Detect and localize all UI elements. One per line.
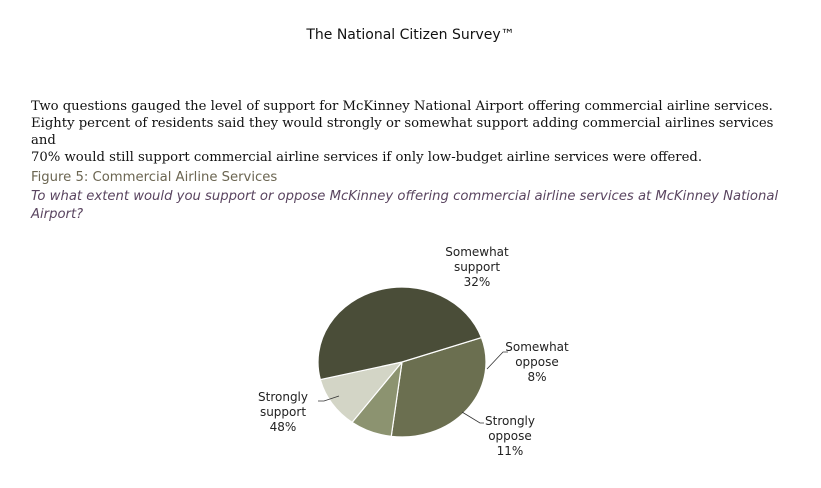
slice-category-label: support — [260, 405, 306, 419]
leader-line — [486, 351, 508, 370]
intro-line: 70% would still support commercial airli… — [31, 150, 703, 165]
slice-category-label: Strongly — [485, 414, 535, 428]
slice-category-label: oppose — [488, 429, 532, 443]
page-header-title: The National Citizen Survey™ — [306, 27, 515, 43]
figure-question: To what extent would you support or oppo… — [31, 188, 801, 224]
slice-percent-label: 11% — [497, 444, 524, 458]
figure-question-line: To what extent would you support or oppo… — [31, 189, 779, 204]
leader-line — [461, 411, 484, 424]
slice-category-label: Somewhat — [445, 245, 509, 259]
figure-title: Figure 5: Commercial Airline Services — [31, 170, 278, 185]
slice-percent-label: 32% — [464, 275, 491, 289]
slice-category-label: Strongly — [258, 390, 308, 404]
intro-line: Two questions gauged the level of suppor… — [31, 99, 773, 114]
pie-slice — [317, 286, 483, 381]
slice-category-label: oppose — [515, 355, 559, 369]
intro-line: Eighty percent of residents said they wo… — [31, 116, 774, 148]
slice-category-label: support — [454, 260, 500, 274]
intro-paragraph: Two questions gauged the level of suppor… — [31, 98, 801, 166]
leader-line — [318, 395, 340, 402]
slice-category-label: Somewhat — [505, 340, 569, 354]
slice-percent-label: 8% — [527, 370, 546, 384]
slice-percent-label: 48% — [270, 420, 297, 434]
figure-question-line: Airport? — [31, 207, 84, 222]
